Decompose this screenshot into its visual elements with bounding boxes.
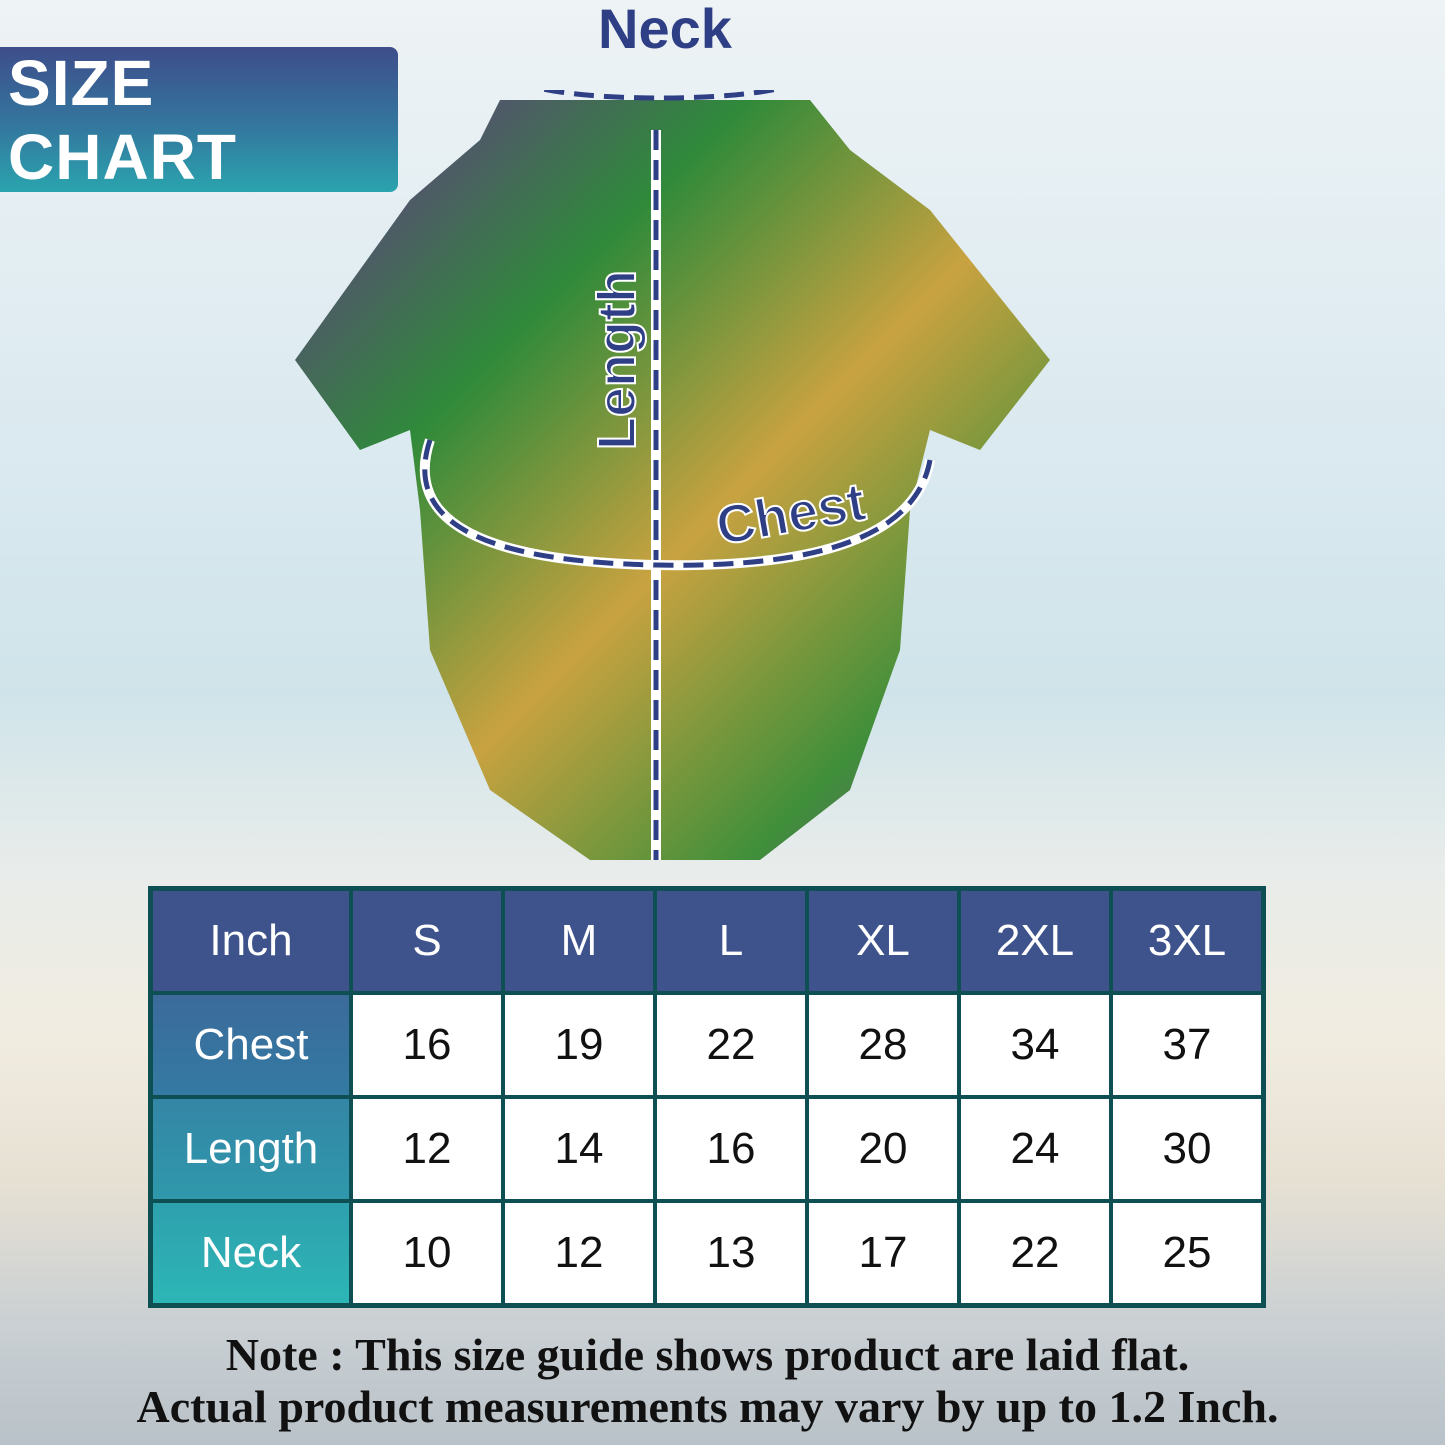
cell: 22	[653, 991, 809, 1099]
neck-label: Neck	[598, 0, 732, 60]
row-label: Chest	[148, 991, 353, 1099]
cell: 12	[501, 1199, 657, 1308]
header-cell: XL	[805, 886, 961, 995]
table-row: Chest 16 19 22 28 34 37	[148, 991, 1266, 1099]
cell: 16	[653, 1095, 809, 1203]
cell: 37	[1109, 991, 1266, 1099]
cell: 30	[1109, 1095, 1266, 1203]
banner-title: SIZE CHART	[8, 46, 237, 193]
cell: 24	[957, 1095, 1113, 1203]
row-label: Neck	[148, 1199, 353, 1308]
header-cell: S	[349, 886, 505, 995]
cell: 22	[957, 1199, 1113, 1308]
header-cell: 2XL	[957, 886, 1113, 995]
header-cell: L	[653, 886, 809, 995]
cell: 17	[805, 1199, 961, 1308]
cell: 20	[805, 1095, 961, 1203]
note-line-1: Note : This size guide shows product are…	[225, 1329, 1190, 1380]
cell: 13	[653, 1199, 809, 1308]
row-label: Length	[148, 1095, 353, 1203]
size-chart-banner: SIZE CHART	[0, 46, 398, 193]
neck-measure-line	[536, 90, 784, 101]
cell: 10	[349, 1199, 505, 1308]
cell: 12	[349, 1095, 505, 1203]
cell: 25	[1109, 1199, 1266, 1308]
header-cell: 3XL	[1109, 886, 1266, 995]
cell: 14	[501, 1095, 657, 1203]
cell: 34	[957, 991, 1113, 1099]
header-cell: M	[501, 886, 657, 995]
cell: 19	[501, 991, 657, 1099]
header-cell: Inch	[148, 886, 353, 995]
shirt-body	[295, 100, 1050, 860]
table-row: Neck 10 12 13 17 22 25	[148, 1199, 1266, 1308]
length-label: Length	[587, 270, 647, 450]
table-row: Length 12 14 16 20 24 30	[148, 1095, 1266, 1203]
cell: 16	[349, 991, 505, 1099]
size-table: Inch S M L XL 2XL 3XL Chest 16 19 22 28 …	[148, 886, 1266, 1308]
note-line-2: Actual product measurements may vary by …	[136, 1381, 1279, 1432]
table-header-row: Inch S M L XL 2XL 3XL	[148, 886, 1266, 995]
pet-shirt-illustration: Length Chest	[295, 90, 1050, 860]
cell: 28	[805, 991, 961, 1099]
